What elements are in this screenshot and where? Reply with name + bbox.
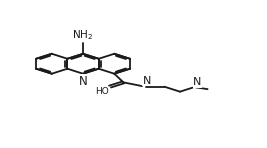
Text: NH$_2$: NH$_2$ (72, 29, 94, 42)
Text: N: N (143, 76, 151, 86)
Text: N: N (193, 77, 201, 87)
Text: HO: HO (95, 87, 109, 96)
Text: N: N (79, 75, 87, 88)
